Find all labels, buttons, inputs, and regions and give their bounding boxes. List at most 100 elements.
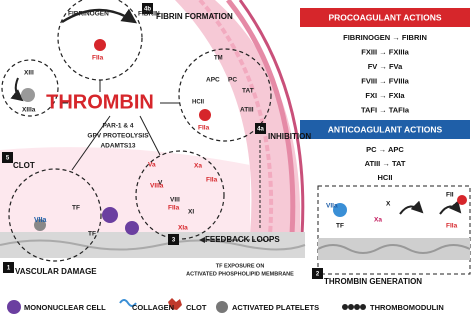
cell <box>125 221 139 235</box>
feedback-label: FIIa <box>206 177 218 184</box>
feedback-label: XI <box>188 209 194 216</box>
step-badge <box>2 152 13 163</box>
step-number: 1 <box>7 266 11 272</box>
xiiia-icon <box>21 88 35 102</box>
procoagulant-item: FXI → FXIa <box>365 91 405 100</box>
bead <box>348 304 354 310</box>
connector <box>139 115 161 156</box>
circle <box>8 168 102 262</box>
anticoagulant-item: HCII <box>378 173 393 182</box>
legend-label: CLOT <box>186 303 207 312</box>
feedback-label: FIIa <box>168 205 180 212</box>
generation-label: X <box>386 201 391 208</box>
legend-label: THROMBOMODULIN <box>370 303 444 312</box>
circle <box>1 59 59 117</box>
fibrin-formation-label: FIBRIN <box>138 11 160 18</box>
procoagulant-item: FVIII → FVIIIa <box>361 76 409 85</box>
generation-label: FII <box>446 192 454 199</box>
step-badge <box>168 234 179 245</box>
inhibition-label: TAT <box>242 88 254 95</box>
feedback-label: XIa <box>178 225 188 232</box>
vascular-label: TF <box>72 205 80 212</box>
inhibition-label: ATIII <box>240 107 254 114</box>
arrow <box>439 200 462 215</box>
panel-title: PROCOAGULANT ACTIONS <box>328 12 441 22</box>
membrane-note-label: TF EXPOSURE ON <box>216 263 265 269</box>
generation-label: Xa <box>374 217 382 224</box>
feedback-label: VIII <box>170 197 180 204</box>
step-label: VASCULAR DAMAGE <box>15 267 97 276</box>
step-number: 3 <box>172 238 176 244</box>
fibrin-formation-label: FIBRINOGEN <box>68 11 109 18</box>
bead <box>354 304 360 310</box>
step-number: 4a <box>257 127 264 133</box>
anticoagulant-header <box>300 120 470 139</box>
lumen <box>0 147 250 235</box>
circle <box>135 150 225 240</box>
inhibition-label: PC <box>228 77 237 84</box>
legend-icon-clot <box>168 298 182 310</box>
vascular-label: VIIa <box>34 217 47 224</box>
legend-label: MONONUCLEAR CELL <box>24 303 106 312</box>
thrombin-icon <box>457 195 467 205</box>
legend-icon-cell <box>7 300 21 314</box>
endothelium <box>0 232 305 258</box>
legend-icon-collagen <box>119 299 137 307</box>
step-number: 4b <box>144 7 151 13</box>
step-label: THROMBIN GENERATION <box>324 277 422 286</box>
bead <box>342 304 348 310</box>
fxiii-label: XIIIa <box>22 107 36 114</box>
vascular-label: TF <box>88 231 96 238</box>
step-badge <box>255 123 266 134</box>
legend-label: COLLAGEN <box>132 303 174 312</box>
step-badge <box>142 3 153 14</box>
step-number: 5 <box>6 156 10 162</box>
arrow <box>399 200 424 215</box>
legend-icon-thrombomodulin <box>342 304 366 310</box>
anticoagulant-item: ATIII → TAT <box>365 159 406 168</box>
thrombin-icon <box>94 39 106 51</box>
feedback-label: VIIIa <box>150 183 164 190</box>
procoagulant-item: FV → FVa <box>368 62 403 71</box>
center-title: THROMBIN <box>46 91 154 113</box>
legend-label: ACTIVATED PLATELETS <box>232 303 319 312</box>
bead <box>360 304 366 310</box>
thrombin-icon <box>199 109 211 121</box>
platelet-effects-label: GPV PROTEOLYSIS <box>87 133 149 140</box>
vessel-layer <box>198 0 274 236</box>
circle <box>178 48 272 142</box>
panel-title: ANTICOAGULANT ACTIONS <box>328 124 443 134</box>
step-badge <box>312 268 323 279</box>
procoagulant-header <box>300 8 470 27</box>
procoagulant-item: FXIII → FXIIIa <box>361 47 409 56</box>
step-label: FIBRIN FORMATION <box>156 12 233 21</box>
membrane-note-label: ACTIVATED PHOSPHOLIPID MEMBRANE <box>186 271 294 277</box>
step-label: INHIBITION <box>268 132 311 141</box>
generation-label: FIIa <box>446 223 458 230</box>
generation-box <box>317 185 471 275</box>
legend-icon-platelet <box>216 301 228 313</box>
endothelium-texture <box>0 239 306 251</box>
anticoagulant-item: PC → APC <box>366 145 404 154</box>
generation-label: TF <box>336 223 344 230</box>
step-number: 2 <box>316 272 320 278</box>
membrane-texture <box>317 244 471 254</box>
platelet <box>34 219 46 231</box>
fxiii-label: XIII <box>24 70 34 77</box>
feedback-label: Xa <box>194 163 202 170</box>
inhibition-label: FIIa <box>198 125 210 132</box>
step-label: CLOT <box>13 161 35 170</box>
generation-label: VIIa <box>326 203 338 210</box>
inhibition-label: HCII <box>192 100 204 106</box>
platelet-effects-label: PAR-1 & 4 <box>103 123 134 130</box>
arrow <box>10 77 24 102</box>
feedback-label: Va <box>148 162 156 169</box>
step-label: FEEDBACK LOOPS <box>205 235 280 244</box>
platelet-effects-label: ADAMTS13 <box>100 143 135 150</box>
connectors <box>10 8 270 243</box>
vessel-layer <box>238 0 305 236</box>
feedback-label: V <box>158 180 163 187</box>
inhibition-label: APC <box>206 77 220 84</box>
